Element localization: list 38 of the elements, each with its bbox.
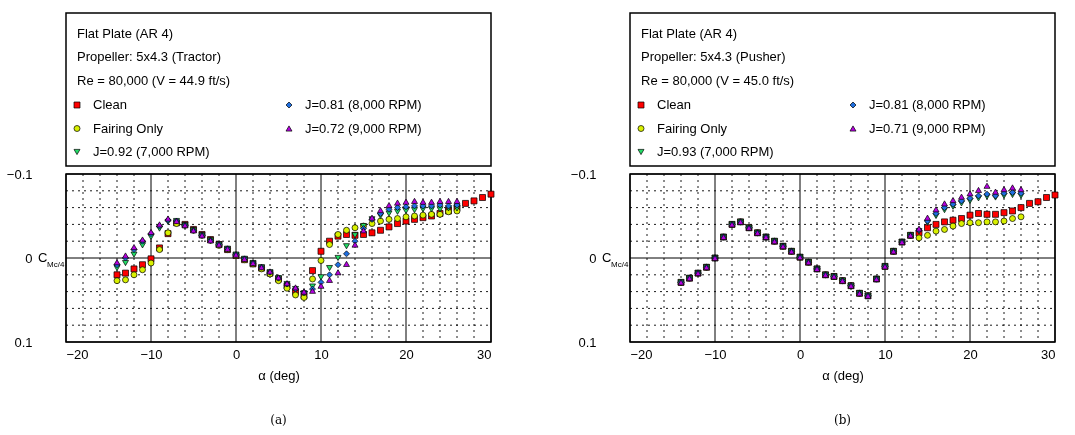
- legend-label: Fairing Only: [657, 120, 728, 136]
- legend-label: J=0.81 (8,000 RPM): [305, 97, 422, 112]
- text: (b): [833, 413, 852, 427]
- y-tick-label: −0.1: [570, 166, 597, 182]
- legend-label: J=0.92 (7,000 RPM): [93, 144, 210, 159]
- text: (a): [270, 413, 287, 427]
- y-tick-label: −0.1: [6, 166, 33, 182]
- text: Re = 80,000 (V = 45.0 ft/s): [641, 73, 795, 88]
- y-tick-label: 0: [25, 250, 33, 266]
- y-tick-label: 0.1: [14, 334, 33, 350]
- legend-label: Fairing Only: [93, 120, 164, 136]
- x-tick-label: 20: [963, 346, 978, 362]
- legend-label: J=0.93 (7,000 RPM): [657, 144, 774, 159]
- text: Propeller: 5x4.3 (Pusher): [641, 49, 786, 64]
- legend-label: Clean: [657, 97, 691, 112]
- x-tick-label: 10: [878, 346, 893, 362]
- legend-label: J=0.71 (9,000 RPM): [869, 120, 986, 136]
- x-axis-title: α (deg): [258, 367, 300, 383]
- y-tick-label: 0: [589, 250, 597, 266]
- x-axis-title: α (deg): [822, 367, 864, 383]
- x-tick-label: 0: [232, 346, 241, 362]
- x-tick-label: −10: [140, 346, 163, 362]
- chart-title: Flat Plate (AR 4): [77, 26, 174, 41]
- text: Re = 80,000 (V = 44.9 ft/s): [77, 73, 231, 88]
- x-tick-label: −10: [704, 346, 727, 362]
- x-tick-label: 10: [314, 346, 329, 362]
- x-tick-label: 20: [399, 346, 414, 362]
- x-tick-label: 30: [1041, 346, 1056, 362]
- legend-label: Clean: [93, 97, 127, 112]
- x-tick-label: −20: [630, 346, 653, 362]
- x-tick-label: 30: [477, 346, 492, 362]
- chart-title: Flat Plate (AR 4): [641, 26, 738, 41]
- x-tick-label: −20: [66, 346, 89, 362]
- x-tick-label: 0: [796, 346, 805, 362]
- y-tick-label: 0.1: [578, 334, 597, 350]
- text: Propeller: 5x4.3 (Tractor): [77, 49, 222, 64]
- legend-label: J=0.72 (9,000 RPM): [305, 120, 422, 136]
- legend-label: J=0.81 (8,000 RPM): [869, 97, 986, 112]
